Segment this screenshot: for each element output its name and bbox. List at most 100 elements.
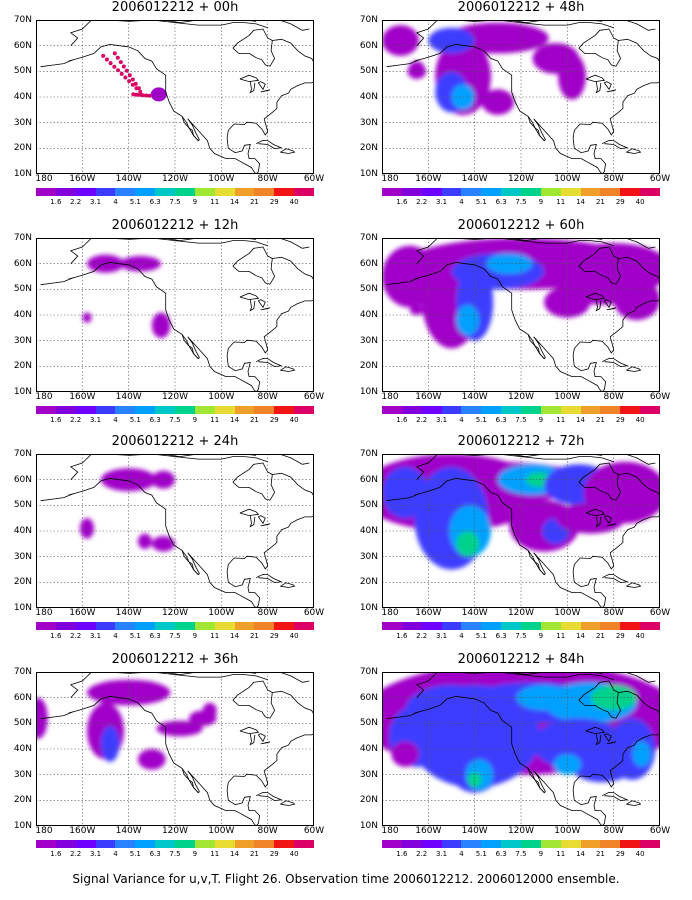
lat-tick-label: 50N xyxy=(359,284,378,295)
coastline xyxy=(601,573,629,584)
colorbar-label: 5.1 xyxy=(475,632,487,640)
map-panel-p84: 2006012212 + 84h 70N 60N 50N 40N 30N 20N 10N 180… xyxy=(346,652,670,864)
coastline xyxy=(255,573,283,584)
lon-tick-label: 160W xyxy=(69,826,96,836)
colorbar-label: 29 xyxy=(615,632,625,640)
lon-tick-label: 140W xyxy=(461,174,488,184)
colorbar-swatch xyxy=(155,188,176,196)
colorbar-label: 1.6 xyxy=(50,416,62,424)
colorbar-label: 40 xyxy=(289,416,299,424)
colorbar-label: 29 xyxy=(615,416,625,424)
lon-tick-label: 180 xyxy=(35,174,53,184)
panel-title: 2006012212 + 84h xyxy=(457,652,585,667)
colorbar-label: 4 xyxy=(459,416,464,424)
coastline xyxy=(40,711,74,720)
coastline xyxy=(572,515,660,608)
map-frame xyxy=(382,238,660,392)
colorbar-label: 14 xyxy=(230,416,240,424)
coastline xyxy=(226,299,314,392)
colorbar-label: 1.6 xyxy=(50,198,62,206)
colorbar-label: 40 xyxy=(289,850,299,858)
colorbar-swatch xyxy=(36,622,56,630)
colorbar-label: 7.5 xyxy=(169,198,181,206)
coastline xyxy=(527,550,546,576)
colorbar xyxy=(36,622,315,630)
lon-tick-label: 100W xyxy=(554,826,581,836)
colorbar-label: 5.1 xyxy=(129,850,141,858)
map-plot xyxy=(36,238,314,392)
coastline xyxy=(260,741,271,745)
colorbar-label: 21 xyxy=(595,632,605,640)
lon-tick-label: 160W xyxy=(415,392,442,402)
colorbar-label: 4 xyxy=(459,850,464,858)
lon-tick-label: 60W xyxy=(303,392,325,402)
colorbar-swatch xyxy=(580,188,601,196)
colorbar-swatch xyxy=(194,840,215,848)
coastline xyxy=(239,74,260,83)
panel-title: 2006012212 + 24h xyxy=(111,434,239,449)
lat-tick-label: 30N xyxy=(13,117,32,128)
coastline xyxy=(257,299,266,309)
coastline xyxy=(226,81,314,174)
coastline xyxy=(257,733,266,743)
panel-title: 2006012212 + 72h xyxy=(457,434,585,449)
colorbar-swatch xyxy=(560,406,581,414)
lat-tick-label: 30N xyxy=(359,335,378,346)
observation-point xyxy=(136,86,141,91)
colorbar-label: 21 xyxy=(249,632,259,640)
colorbar-swatch xyxy=(501,406,522,414)
lat-tick-label: 70N xyxy=(359,667,378,677)
lat-tick-label: 60N xyxy=(13,474,32,485)
coastline xyxy=(272,690,314,715)
map-plot xyxy=(382,238,660,392)
coastline xyxy=(603,81,612,91)
coastline xyxy=(68,43,257,174)
variance-contour xyxy=(151,536,175,552)
lat-tick-label: 10N xyxy=(13,387,32,397)
observation-point xyxy=(115,55,120,60)
coastline xyxy=(249,733,256,746)
observation-point xyxy=(130,82,135,87)
lat-tick-label: 20N xyxy=(13,361,32,372)
coastline xyxy=(601,357,629,368)
coastline xyxy=(603,515,612,525)
lat-tick-label: 40N xyxy=(359,526,378,536)
colorbar-label: 40 xyxy=(289,632,299,640)
colorbar-swatch xyxy=(441,622,462,630)
coastline xyxy=(279,672,310,683)
colorbar-swatch xyxy=(640,188,661,196)
colorbar-swatch xyxy=(254,188,275,196)
colorbar-swatch xyxy=(540,406,561,414)
colorbar-swatch xyxy=(155,406,176,414)
colorbar-label: 9 xyxy=(192,198,198,206)
colorbar-swatch xyxy=(441,840,462,848)
lat-tick-label: 70N xyxy=(359,15,378,25)
colorbar-swatch xyxy=(481,622,502,630)
lat-tick-label: 50N xyxy=(13,718,32,729)
coastline xyxy=(272,256,314,281)
coastline xyxy=(260,89,271,93)
lat-tick-label: 40N xyxy=(13,744,32,754)
observation-point xyxy=(118,60,123,65)
coastline xyxy=(606,523,617,527)
variance-contour xyxy=(467,772,482,788)
colorbar-swatch xyxy=(254,406,275,414)
lon-tick-label: 60W xyxy=(303,826,325,836)
colorbar-label: 7.5 xyxy=(169,416,181,424)
lat-tick-label: 50N xyxy=(359,718,378,729)
observation-point xyxy=(108,61,113,66)
colorbar-swatch xyxy=(175,188,195,196)
colorbar-label: 5.1 xyxy=(475,416,487,424)
coastline xyxy=(415,238,614,264)
coastline xyxy=(181,550,200,576)
colorbar-label: 4 xyxy=(459,198,464,206)
lon-tick-label: 140W xyxy=(461,826,488,836)
colorbar-label: 4 xyxy=(113,198,118,206)
colorbar-swatch xyxy=(580,840,601,848)
coastline xyxy=(260,307,271,311)
colorbar-swatch xyxy=(461,840,482,848)
colorbar-swatch xyxy=(234,406,255,414)
lon-tick-label: 80W xyxy=(257,608,278,618)
observation-point xyxy=(130,77,135,82)
colorbar-swatch xyxy=(155,840,176,848)
